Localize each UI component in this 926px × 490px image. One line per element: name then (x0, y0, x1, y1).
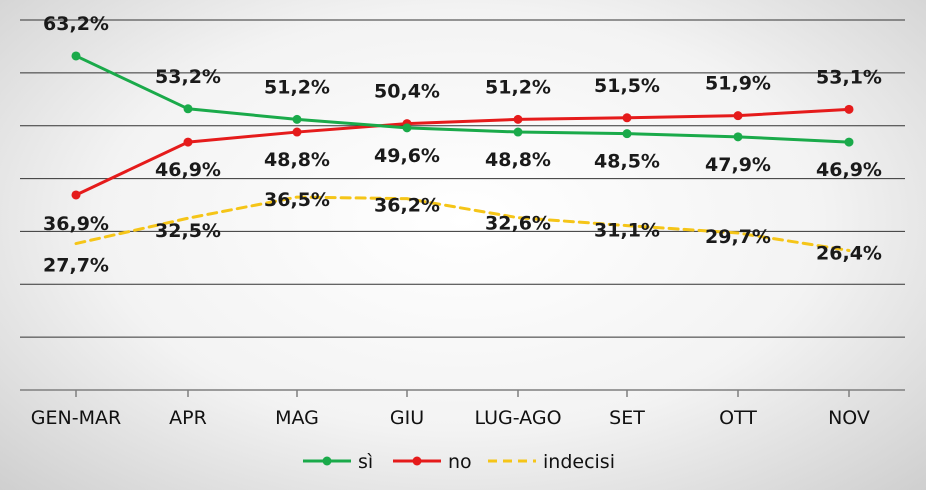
x-tick-label: MAG (275, 407, 319, 429)
series-si (71, 51, 854, 147)
data-label-no: 53,1% (816, 66, 882, 88)
series-no (71, 104, 854, 200)
data-label-no: 51,2% (485, 76, 551, 98)
data-point-no (71, 190, 81, 200)
data-label-indecisi: 36,2% (374, 195, 440, 217)
data-label-si: 49,6% (374, 145, 440, 167)
data-label-indecisi: 32,6% (485, 213, 551, 235)
data-point-si (622, 129, 632, 139)
data-label-si: 48,5% (594, 151, 660, 173)
data-point-si (292, 114, 302, 124)
data-label-indecisi: 29,7% (705, 226, 771, 248)
data-point-no (622, 113, 632, 123)
data-point-no (292, 127, 302, 137)
data-label-indecisi: 26,4% (816, 242, 882, 264)
data-point-si (183, 104, 193, 114)
x-tick-label: SET (609, 407, 645, 429)
legend-marker-no (412, 456, 422, 466)
x-axis-ticks (75, 390, 850, 397)
gridlines (20, 19, 905, 338)
data-label-si: 51,2% (264, 76, 330, 98)
data-point-no (513, 114, 523, 124)
data-label-no: 50,4% (374, 81, 440, 103)
data-label-si: 47,9% (705, 154, 771, 176)
data-label-indecisi: 36,5% (264, 189, 330, 211)
data-label-no: 51,5% (594, 75, 660, 97)
data-label-indecisi: 31,1% (594, 220, 660, 242)
data-point-si (844, 137, 854, 147)
data-label-si: 46,9% (816, 159, 882, 181)
legend: sì no indecisi (303, 451, 615, 473)
data-label-no: 36,9% (43, 213, 109, 235)
data-labels: 63,2% 53,2% 51,2% 49,6% 48,8% 48,5% 47,9% 46,9%… (43, 13, 882, 277)
series-line-no (74, 107, 851, 197)
data-label-si: 53,2% (155, 66, 221, 88)
series-line-indecisi (74, 195, 851, 252)
x-tick-label: OTT (719, 407, 757, 429)
data-point-si (513, 127, 523, 137)
data-point-si (71, 51, 81, 61)
x-tick-label: NOV (828, 407, 870, 429)
series-line-si (74, 54, 851, 144)
legend-marker-si (322, 456, 332, 466)
data-label-si: 48,8% (485, 149, 551, 171)
x-tick-label: GIU (390, 407, 424, 429)
legend-label-no: no (448, 451, 472, 473)
x-tick-label: GEN-MAR (31, 407, 121, 429)
data-label-no: 51,9% (705, 73, 771, 95)
data-label-no: 48,8% (264, 149, 330, 171)
x-tick-label: APR (169, 407, 207, 429)
data-label-indecisi: 27,7% (43, 255, 109, 277)
legend-label-si: sì (358, 451, 373, 473)
data-label-si: 63,2% (43, 13, 109, 35)
data-label-indecisi: 32,5% (155, 220, 221, 242)
data-point-si (733, 132, 743, 142)
x-tick-label: LUG-AGO (474, 407, 561, 429)
data-point-no (733, 111, 743, 121)
series-indecisi (74, 195, 851, 252)
data-point-si (402, 123, 412, 133)
data-point-no (844, 104, 854, 114)
x-axis-labels: GEN-MAR APR MAG GIU LUG-AGO SET OTT NOV (31, 407, 870, 429)
data-label-no: 46,9% (155, 159, 221, 181)
data-point-no (183, 137, 193, 147)
legend-label-indecisi: indecisi (543, 451, 615, 473)
